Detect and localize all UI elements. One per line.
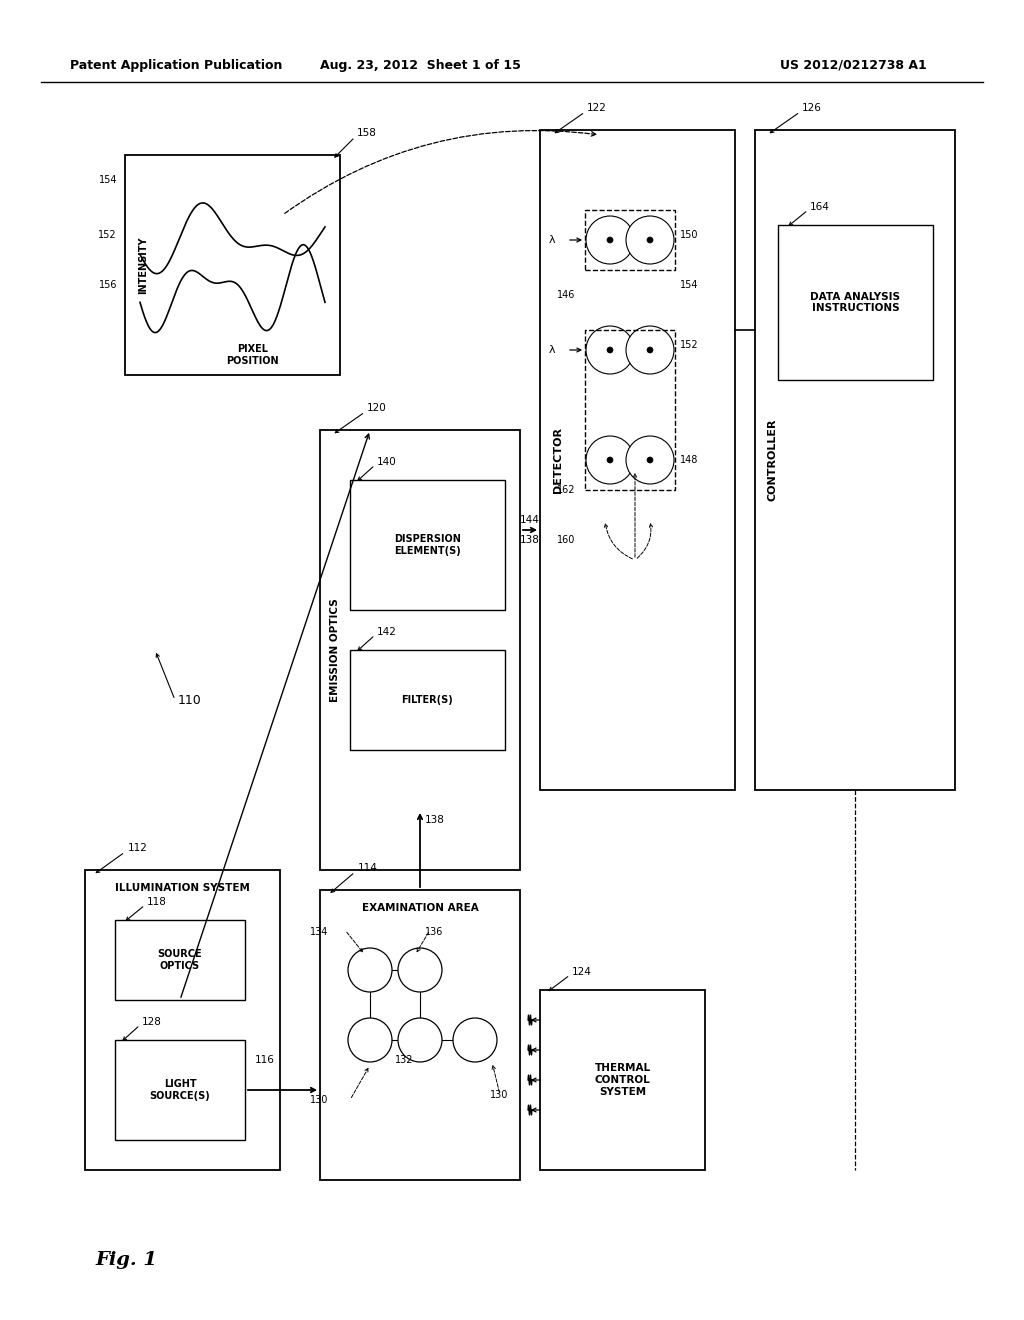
- Text: 130: 130: [310, 1096, 329, 1105]
- Bar: [319, 890, 520, 1180]
- Text: 154: 154: [98, 176, 117, 185]
- Text: 146: 146: [557, 290, 575, 300]
- Bar: [540, 990, 705, 1170]
- Text: DATA ANALYSIS
INSTRUCTIONS: DATA ANALYSIS INSTRUCTIONS: [811, 292, 900, 313]
- Text: λ: λ: [549, 345, 555, 355]
- Text: LIGHT
SOURCE(S): LIGHT SOURCE(S): [150, 1080, 210, 1101]
- Circle shape: [594, 224, 626, 256]
- Text: 150: 150: [680, 230, 698, 240]
- Bar: [125, 154, 340, 375]
- Circle shape: [634, 444, 666, 477]
- Circle shape: [647, 457, 653, 463]
- Circle shape: [647, 347, 653, 352]
- Text: ILLUMINATION SYSTEM: ILLUMINATION SYSTEM: [115, 883, 250, 894]
- Text: 118: 118: [147, 898, 167, 907]
- Circle shape: [348, 1018, 392, 1063]
- Text: 152: 152: [98, 230, 117, 240]
- Bar: [540, 129, 735, 789]
- Bar: [115, 1040, 245, 1140]
- Bar: [585, 210, 675, 271]
- Text: 144: 144: [520, 515, 540, 525]
- Text: 112: 112: [128, 843, 147, 853]
- Text: 138: 138: [520, 535, 540, 545]
- Text: 140: 140: [377, 457, 396, 467]
- Text: EXAMINATION AREA: EXAMINATION AREA: [361, 903, 478, 913]
- Text: 154: 154: [680, 280, 698, 290]
- Text: 124: 124: [572, 968, 592, 977]
- Circle shape: [634, 334, 666, 366]
- Circle shape: [647, 238, 653, 243]
- Circle shape: [586, 436, 634, 484]
- Bar: [115, 920, 245, 1001]
- Text: 152: 152: [680, 341, 698, 350]
- Circle shape: [642, 232, 658, 248]
- Bar: [755, 129, 955, 789]
- Bar: [85, 870, 280, 1170]
- Text: 138: 138: [425, 814, 444, 825]
- Circle shape: [398, 948, 442, 993]
- Bar: [585, 330, 675, 490]
- Text: DISPERSION
ELEMENT(S): DISPERSION ELEMENT(S): [394, 535, 461, 556]
- Bar: [350, 649, 505, 750]
- Bar: [778, 224, 933, 380]
- Text: 136: 136: [425, 927, 443, 937]
- Text: CONTROLLER: CONTROLLER: [768, 418, 778, 502]
- Circle shape: [607, 238, 613, 243]
- Text: US 2012/0212738 A1: US 2012/0212738 A1: [780, 58, 927, 71]
- Text: 126: 126: [802, 103, 822, 114]
- Text: 158: 158: [357, 128, 377, 139]
- Text: EMISSION OPTICS: EMISSION OPTICS: [330, 598, 340, 702]
- Circle shape: [586, 326, 634, 374]
- Text: THERMAL
CONTROL
SYSTEM: THERMAL CONTROL SYSTEM: [595, 1064, 650, 1097]
- Bar: [350, 480, 505, 610]
- Text: 164: 164: [810, 202, 829, 213]
- Circle shape: [586, 216, 634, 264]
- Text: Fig. 1: Fig. 1: [95, 1251, 157, 1269]
- Text: Patent Application Publication: Patent Application Publication: [70, 58, 283, 71]
- Text: Aug. 23, 2012  Sheet 1 of 15: Aug. 23, 2012 Sheet 1 of 15: [319, 58, 520, 71]
- Circle shape: [634, 224, 666, 256]
- Text: 156: 156: [98, 280, 117, 290]
- Text: SOURCE
OPTICS: SOURCE OPTICS: [158, 949, 203, 970]
- Text: λ: λ: [549, 235, 555, 246]
- Circle shape: [642, 342, 658, 358]
- Circle shape: [398, 1018, 442, 1063]
- Text: 116: 116: [255, 1055, 274, 1065]
- Text: 132: 132: [395, 1055, 414, 1065]
- Text: DETECTOR: DETECTOR: [553, 426, 563, 492]
- Text: PIXEL
POSITION: PIXEL POSITION: [226, 345, 279, 366]
- Text: 130: 130: [490, 1090, 508, 1100]
- Text: 134: 134: [310, 927, 329, 937]
- Circle shape: [602, 232, 618, 248]
- Circle shape: [348, 948, 392, 993]
- Circle shape: [602, 451, 618, 469]
- Circle shape: [594, 444, 626, 477]
- Text: 122: 122: [587, 103, 607, 114]
- Circle shape: [642, 451, 658, 469]
- Text: 142: 142: [377, 627, 397, 638]
- Text: 110: 110: [178, 693, 202, 706]
- Bar: [319, 430, 520, 870]
- Circle shape: [626, 216, 674, 264]
- Text: 162: 162: [556, 484, 575, 495]
- Text: FILTER(S): FILTER(S): [401, 696, 454, 705]
- Text: INTENSITY: INTENSITY: [138, 236, 148, 294]
- Text: 160: 160: [557, 535, 575, 545]
- Circle shape: [602, 342, 618, 358]
- Text: 114: 114: [358, 863, 378, 873]
- Text: 148: 148: [680, 455, 698, 465]
- Circle shape: [453, 1018, 497, 1063]
- Circle shape: [594, 334, 626, 366]
- Circle shape: [626, 436, 674, 484]
- Circle shape: [626, 326, 674, 374]
- Text: 128: 128: [142, 1016, 162, 1027]
- Circle shape: [607, 347, 613, 352]
- Circle shape: [607, 457, 613, 463]
- Text: 120: 120: [367, 403, 387, 413]
